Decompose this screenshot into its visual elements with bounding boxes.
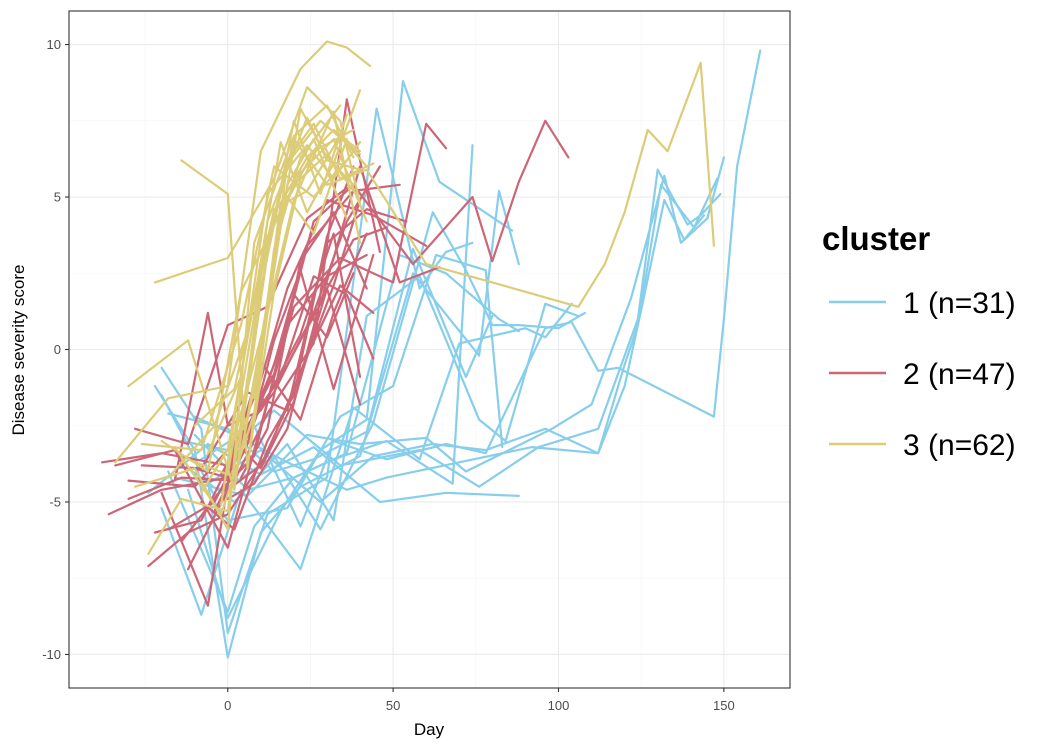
series-2-line-1 (100, 199, 428, 467)
x-tick-label: 150 (713, 698, 735, 713)
series-3-line-18 (239, 113, 348, 436)
series-2-line-4 (127, 98, 381, 500)
series-3-line-16 (226, 89, 362, 452)
series-3-line-19 (246, 153, 355, 467)
legend-item-3: 3 (n=62) (829, 429, 1016, 462)
series-cluster-1 (147, 49, 762, 659)
series-1-line-6 (160, 302, 573, 616)
legend-item-1: 1 (n=31) (829, 287, 1016, 320)
x-tick-label: 0 (224, 698, 231, 713)
x-tick-label: 50 (386, 698, 400, 713)
legend-label-2: 2 (n=47) (903, 358, 1016, 391)
y-tick-label: 0 (54, 342, 61, 357)
legend-item-2: 2 (n=47) (829, 358, 1016, 391)
series-3-line-1 (114, 40, 372, 464)
series-2-line-11 (173, 232, 362, 482)
y-tick-label: 10 (47, 37, 61, 52)
x-tick-label: 100 (548, 698, 570, 713)
legend-label-3: 3 (n=62) (903, 429, 1016, 462)
legend: cluster 1 (n=31) 2 (n=47) 3 (n=62) (822, 220, 1016, 462)
series-3-line-13 (206, 141, 362, 455)
series-1-line-15 (193, 253, 520, 491)
series-2-line-3 (114, 122, 448, 549)
series-1-line-7 (147, 442, 520, 504)
x-axis: 0 50 100 150 (224, 688, 735, 713)
series-2-line-12 (180, 272, 355, 543)
legend-label-1: 1 (n=31) (903, 287, 1016, 320)
series-2-line-14 (193, 232, 368, 479)
y-axis-title: Disease severity score (9, 264, 28, 435)
series-1-line-10 (193, 177, 719, 491)
series-3-line-7 (160, 128, 355, 473)
y-axis: -10 -5 0 5 10 (42, 37, 69, 662)
series-3-line-21 (140, 159, 348, 452)
series-1-line-8 (173, 156, 726, 497)
legend-title: cluster (822, 220, 930, 257)
series-2-line-17 (213, 253, 375, 513)
series-2-line-18 (220, 275, 375, 476)
series-2-line-21 (239, 211, 368, 479)
series-1-line-12 (206, 199, 706, 504)
y-tick-label: -10 (42, 647, 61, 662)
series-3-line-20 (253, 128, 362, 400)
y-tick-label: 5 (54, 190, 61, 205)
series-3-line-17 (233, 138, 348, 485)
series-1-line-1 (153, 189, 520, 659)
series-3-line-3 (134, 104, 355, 531)
series-layer (100, 40, 762, 659)
x-axis-title: Day (414, 720, 445, 739)
y-tick-label: -5 (49, 494, 61, 509)
series-cluster-3 (114, 40, 716, 555)
